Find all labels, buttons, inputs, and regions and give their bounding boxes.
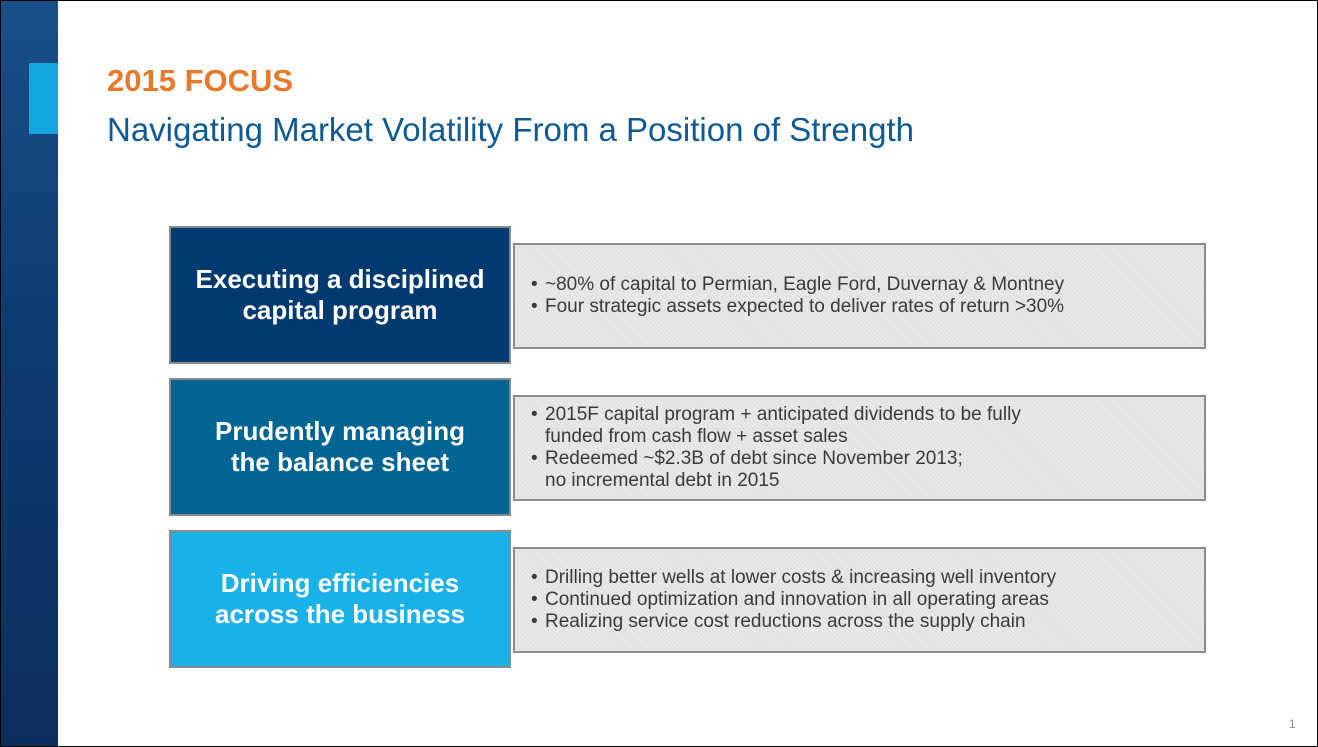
- row-details: Drilling better wells at lower costs & i…: [513, 547, 1206, 653]
- bullet: Four strategic assets expected to delive…: [529, 296, 1204, 318]
- bullet-line: 2015F capital program + anticipated divi…: [545, 404, 1021, 425]
- row-details: 2015F capital program + anticipated divi…: [513, 395, 1206, 501]
- bullet-line: Realizing service cost reductions across…: [545, 611, 1026, 632]
- bullet-line: Continued optimization and innovation in…: [545, 589, 1049, 610]
- bullet: 2015F capital program + anticipated divi…: [529, 404, 1204, 448]
- bullet: Redeemed ~$2.3B of debt since November 2…: [529, 448, 1204, 492]
- bullet-line: Redeemed ~$2.3B of debt since November 2…: [545, 448, 963, 469]
- label-line: Executing a disciplined: [195, 264, 485, 294]
- bullet: Continued optimization and innovation in…: [529, 589, 1204, 611]
- label-line: across the business: [215, 599, 465, 629]
- row-label: Driving efficiencies across the business: [169, 530, 511, 668]
- row-details: ~80% of capital to Permian, Eagle Ford, …: [513, 243, 1206, 349]
- label-line: capital program: [242, 295, 438, 325]
- slide-title: Navigating Market Volatility From a Posi…: [107, 111, 915, 148]
- stripe-accent: [29, 63, 58, 134]
- bullet: Drilling better wells at lower costs & i…: [529, 567, 1204, 589]
- kicker: 2015 FOCUS: [107, 63, 294, 98]
- label-line: the balance sheet: [230, 447, 450, 477]
- label-line: Driving efficiencies: [220, 568, 460, 598]
- bullet-line: no incremental debt in 2015: [545, 470, 780, 491]
- bullet-line: Drilling better wells at lower costs & i…: [545, 567, 1057, 588]
- bullet: ~80% of capital to Permian, Eagle Ford, …: [529, 274, 1204, 296]
- page-number: 1: [1289, 717, 1296, 731]
- bullet-line: ~80% of capital to Permian, Eagle Ford, …: [545, 274, 1065, 295]
- bullet: Realizing service cost reductions across…: [529, 611, 1204, 633]
- label-line: Prudently managing: [215, 416, 465, 446]
- row-label: Executing a disciplined capital program: [169, 226, 511, 364]
- bullet-line: Four strategic assets expected to delive…: [545, 296, 1065, 317]
- row-label: Prudently managing the balance sheet: [169, 378, 511, 516]
- bullet-line: funded from cash flow + asset sales: [545, 426, 848, 447]
